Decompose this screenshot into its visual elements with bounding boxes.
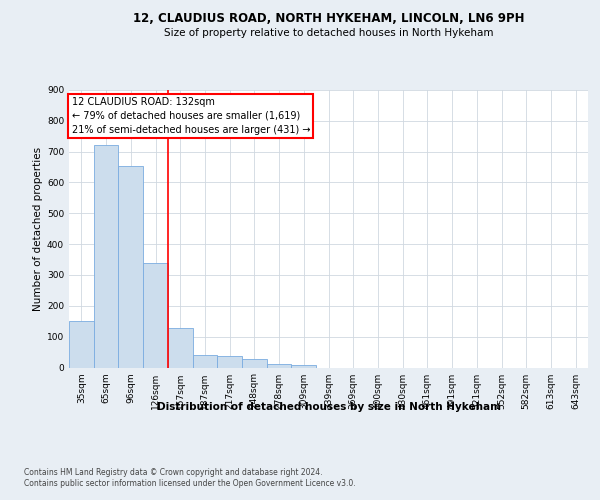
Bar [193,355,217,368]
Bar [168,328,193,368]
Bar [69,322,94,368]
Text: 12, CLAUDIUS ROAD, NORTH HYKEHAM, LINCOLN, LN6 9PH: 12, CLAUDIUS ROAD, NORTH HYKEHAM, LINCOL… [133,12,524,26]
Bar [267,364,292,368]
Text: 12 CLAUDIUS ROAD: 132sqm
← 79% of detached houses are smaller (1,619)
21% of sem: 12 CLAUDIUS ROAD: 132sqm ← 79% of detach… [71,97,310,135]
Text: Distribution of detached houses by size in North Hykeham: Distribution of detached houses by size … [157,402,501,412]
Bar [242,359,267,368]
Bar [292,365,316,368]
Text: Contains public sector information licensed under the Open Government Licence v3: Contains public sector information licen… [24,480,356,488]
Y-axis label: Number of detached properties: Number of detached properties [33,146,43,311]
Bar [94,146,118,368]
Bar [217,356,242,368]
Text: Contains HM Land Registry data © Crown copyright and database right 2024.: Contains HM Land Registry data © Crown c… [24,468,323,477]
Bar [143,262,168,368]
Bar [118,166,143,368]
Text: Size of property relative to detached houses in North Hykeham: Size of property relative to detached ho… [164,28,494,38]
